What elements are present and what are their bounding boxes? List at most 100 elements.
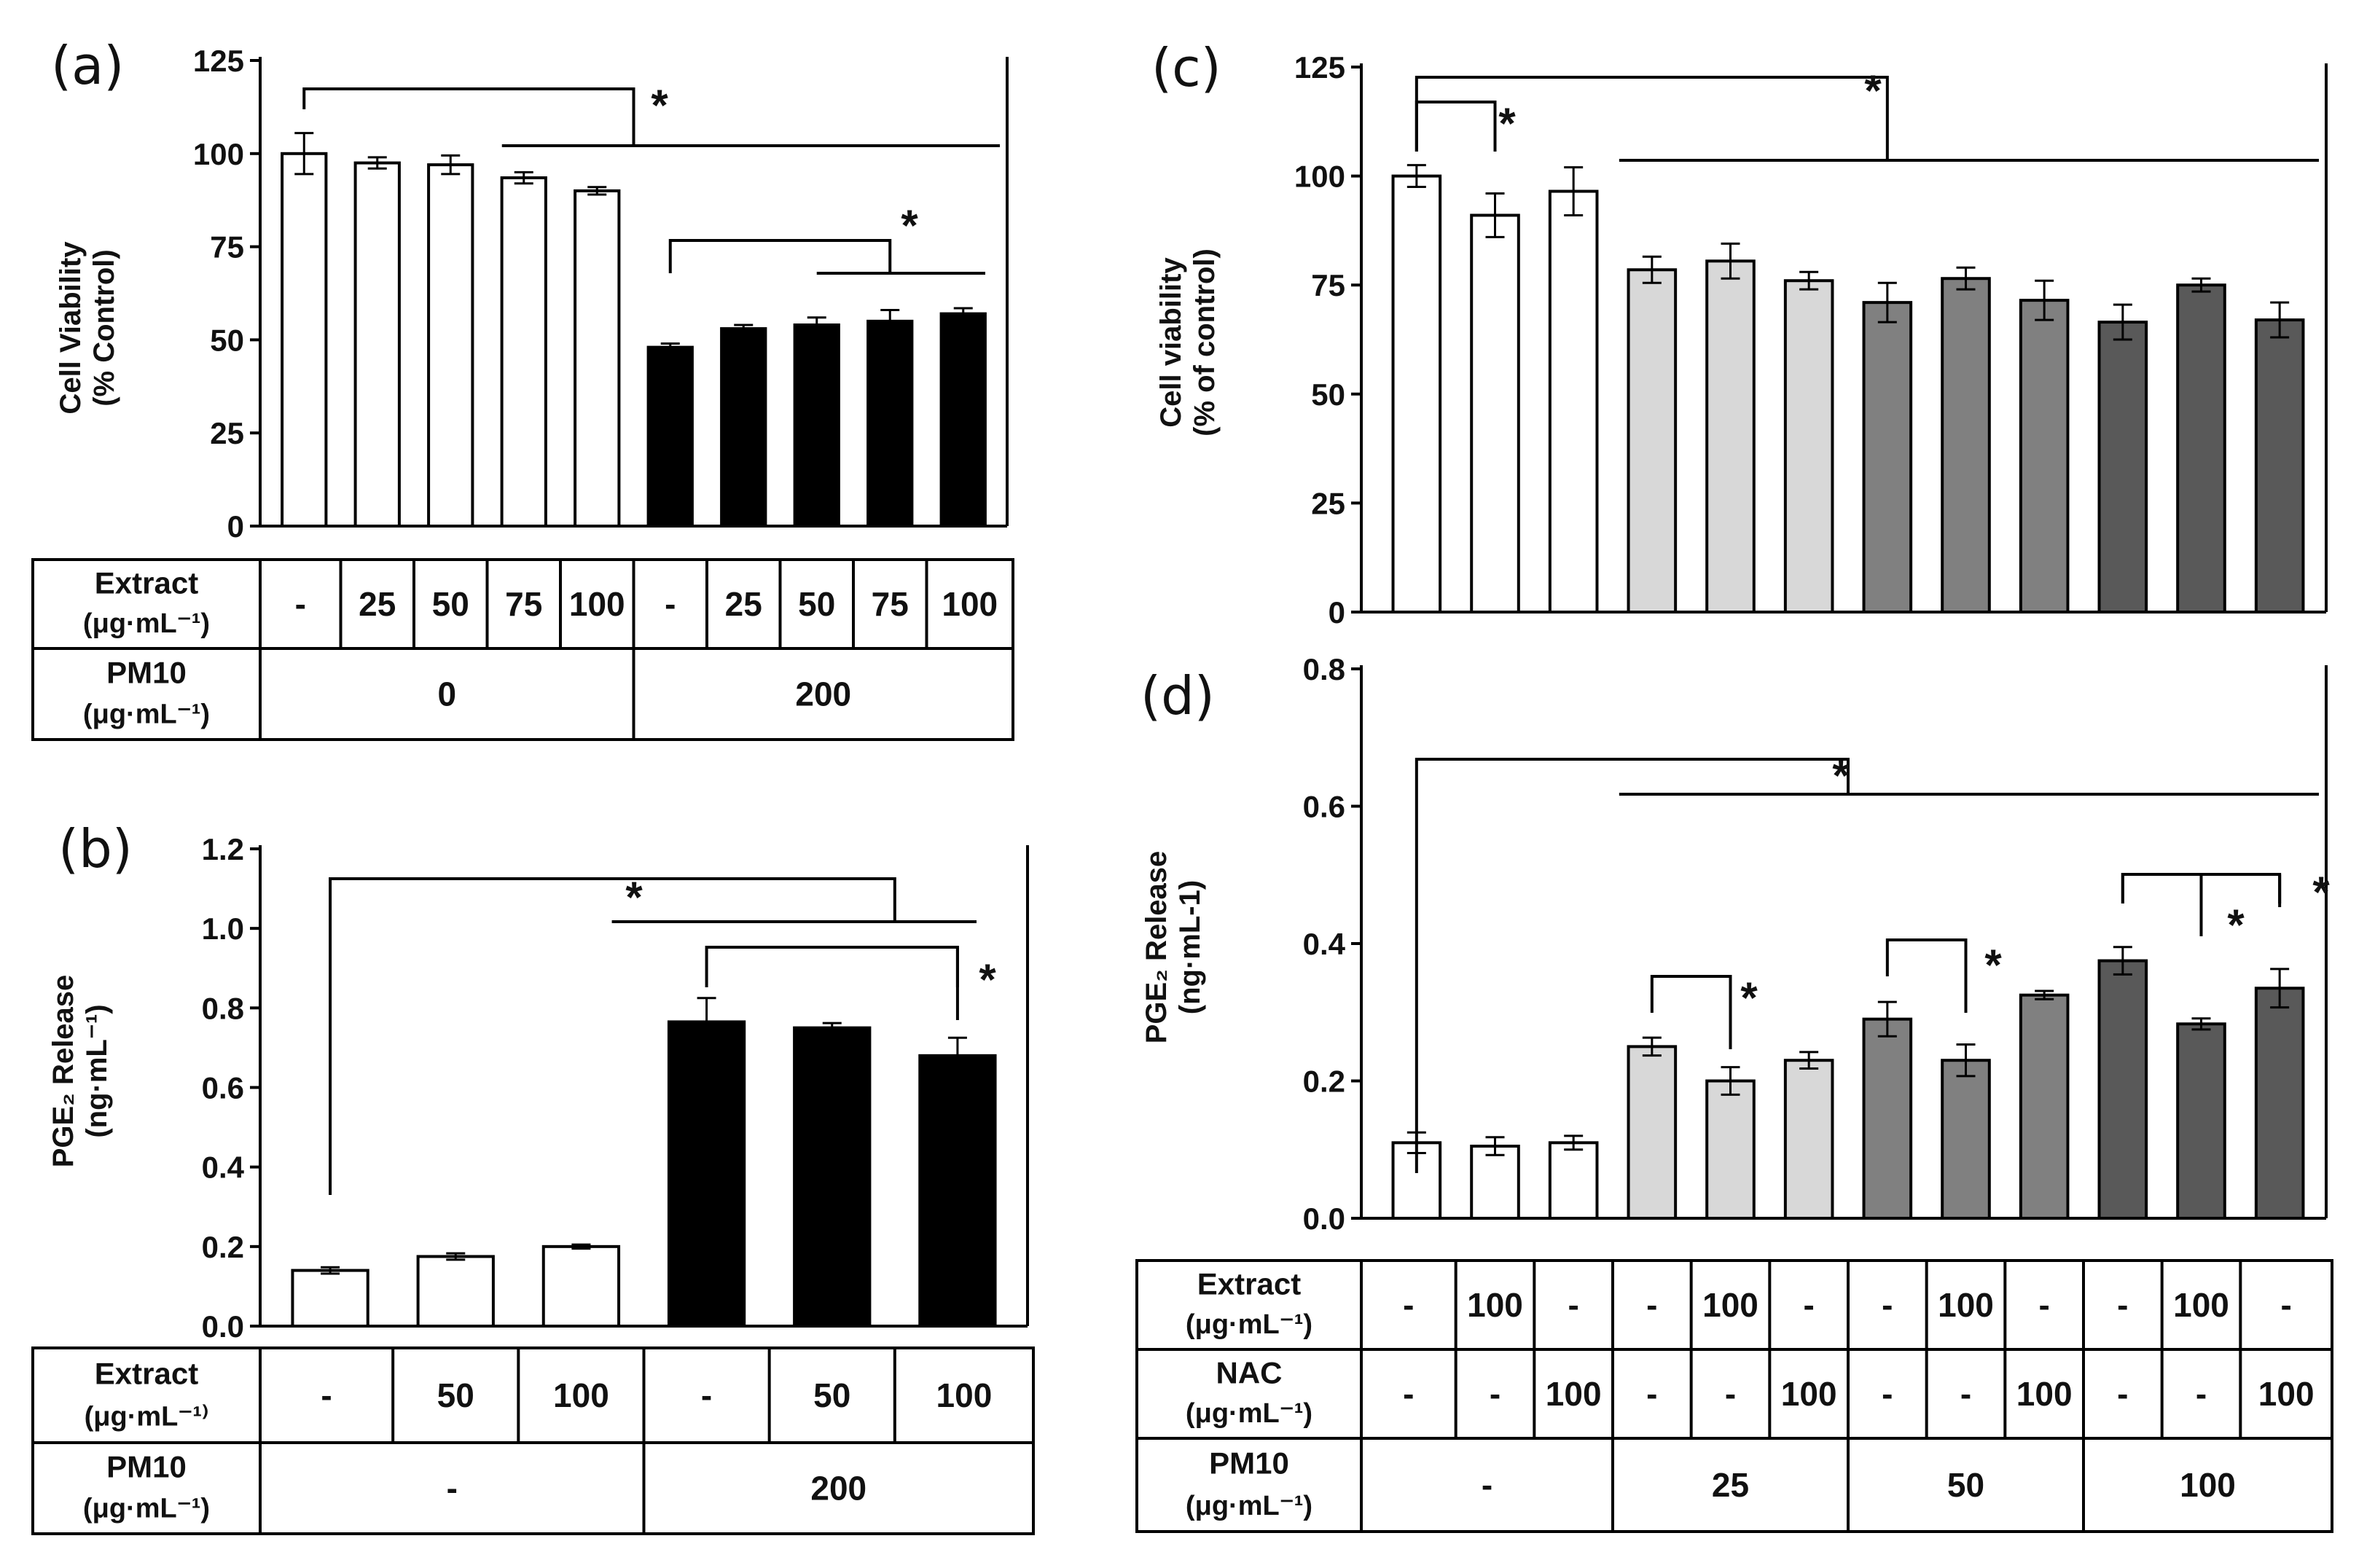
bar-0-6 xyxy=(720,327,767,528)
sig-star-a2: * xyxy=(901,201,918,250)
bar-3-10 xyxy=(2176,1022,2226,1220)
table-cell-3-0-5: - xyxy=(1804,1286,1815,1324)
table-cell-3-0-9: - xyxy=(2117,1286,2128,1324)
panel-letter-1: (b) xyxy=(58,818,133,879)
table-cell-1-0-3: - xyxy=(701,1376,712,1414)
table-cell-1-1-1: 200 xyxy=(810,1470,866,1508)
table-cell-0-0-2: 50 xyxy=(432,585,469,623)
table-cell-3-1-5: 100 xyxy=(1781,1375,1837,1413)
bar-0-2 xyxy=(427,163,474,528)
y-axis-label-0: Cell Viability(% Control) xyxy=(55,241,120,415)
y-tick-label-3-2: 0.4 xyxy=(1303,927,1346,961)
y-axis-label-2: Cell viability(% of control) xyxy=(1155,248,1221,436)
bar-2-3 xyxy=(1627,268,1678,614)
y-axis-label-line-0-1: (% Control) xyxy=(88,249,120,407)
bar-3-7 xyxy=(1941,1059,1991,1220)
bar-0-4 xyxy=(574,189,621,528)
sig-star-d4: * xyxy=(2227,901,2245,949)
table-cell-3-2-1: 25 xyxy=(1712,1466,1749,1504)
bar-0-1 xyxy=(353,161,401,528)
table-cell-3-1-4: - xyxy=(1725,1375,1736,1413)
table-frame-3 xyxy=(1135,1259,2333,1533)
table-row-label-0-1: PM10 xyxy=(106,656,187,690)
y-tick-label-2-3: 75 xyxy=(1311,268,1345,302)
bar-0-5 xyxy=(646,345,694,528)
bar-2-0 xyxy=(1391,174,1442,614)
sig-bracket-a2 xyxy=(668,239,892,273)
bar-2-7 xyxy=(1941,277,1991,614)
bar-0-0 xyxy=(281,152,328,528)
bar-1-4 xyxy=(793,1026,872,1328)
y-axis-label-line-1-0: PGE₂ Release xyxy=(47,975,79,1168)
y-axis-label-line-1-1: (ng·mL⁻¹) xyxy=(81,1004,113,1137)
y-tick-label-1-6: 1.2 xyxy=(202,832,244,866)
bar-0-3 xyxy=(500,176,547,528)
bar-3-4 xyxy=(1705,1079,1756,1220)
y-axis-label-line-3-1: (ng·mL-1) xyxy=(1174,880,1206,1014)
y-tick-label-3-1: 0.2 xyxy=(1303,1065,1345,1099)
sig-star-d2: * xyxy=(1740,973,1758,1022)
y-tick-label-0-1: 25 xyxy=(210,416,244,450)
table-cell-3-1-11: 100 xyxy=(2258,1375,2315,1413)
bar-1-2 xyxy=(541,1244,621,1328)
bar-2-1 xyxy=(1470,213,1520,614)
lines-layer xyxy=(31,57,2333,1535)
table-cell-3-2-3: 100 xyxy=(2180,1466,2236,1504)
table-cell-3-0-10: 100 xyxy=(2173,1286,2229,1324)
table-cell-3-0-8: - xyxy=(2039,1286,2050,1324)
y-tick-label-2-5: 125 xyxy=(1294,50,1345,85)
bar-0-8 xyxy=(866,319,914,528)
y-axis-label-line-2-0: Cell viability xyxy=(1155,257,1187,428)
panel-letter-3: (d) xyxy=(1140,665,1215,726)
bar-0-7 xyxy=(793,323,840,528)
table-cell-3-2-2: 50 xyxy=(1947,1466,1984,1504)
table-cell-3-0-3: - xyxy=(1646,1286,1657,1324)
table-cell-3-0-6: - xyxy=(1882,1286,1893,1324)
table-cell-0-0-9: 100 xyxy=(942,585,998,623)
table-cell-0-0-5: - xyxy=(665,585,676,623)
table-cell-3-1-9: - xyxy=(2117,1375,2128,1413)
sig-bracket-c2 xyxy=(1415,101,1497,152)
y-tick-label-1-1: 0.2 xyxy=(202,1230,244,1264)
panel-letter-2: (c) xyxy=(1151,37,1221,98)
table-row-unit-1-1: (μg·mL⁻¹) xyxy=(83,1494,210,1524)
table-cell-0-0-7: 50 xyxy=(798,585,835,623)
sig-bracket-d2 xyxy=(1650,975,1732,1049)
y-axis-label-1: PGE₂ Release(ng·mL⁻¹) xyxy=(47,975,113,1168)
sig-star-d5: * xyxy=(2312,868,2330,917)
table-cell-0-0-1: 25 xyxy=(359,585,396,623)
table-row-unit-0-0: (μg·mL⁻¹) xyxy=(83,608,210,639)
sig-star-b1: * xyxy=(625,873,643,922)
y-tick-label-0-4: 100 xyxy=(193,137,244,171)
table-row-label-3-1: NAC xyxy=(1216,1355,1283,1389)
y-tick-label-3-0: 0.0 xyxy=(1303,1202,1345,1236)
y-tick-label-1-5: 1.0 xyxy=(202,912,244,946)
table-cell-0-0-4: 100 xyxy=(569,585,625,623)
sig-star-c2: * xyxy=(1498,99,1516,148)
y-tick-label-2-1: 25 xyxy=(1311,486,1345,520)
sig-bracket-a1 xyxy=(302,87,635,146)
bar-3-2 xyxy=(1548,1141,1599,1220)
y-tick-label-1-4: 0.8 xyxy=(202,991,244,1025)
bar-3-8 xyxy=(2019,993,2070,1220)
sig-star-d3: * xyxy=(1984,941,2002,989)
y-axis-label-line-2-1: (% of control) xyxy=(1189,248,1221,436)
table-cell-3-1-6: - xyxy=(1882,1375,1893,1413)
bar-2-11 xyxy=(2254,318,2305,614)
table-frame-1 xyxy=(31,1346,1035,1535)
table-row-label-3-0: Extract xyxy=(1197,1266,1301,1301)
y-tick-label-2-4: 100 xyxy=(1294,160,1345,194)
table-cell-3-0-1: 100 xyxy=(1467,1286,1523,1324)
table-cell-3-1-3: - xyxy=(1646,1375,1657,1413)
text-layer: (a) 0 25 50 75 100 125 Cell Viability(% Control… xyxy=(47,35,2330,1524)
table-cell-1-0-4: 50 xyxy=(813,1376,850,1414)
y-tick-label-2-0: 0 xyxy=(1329,595,1345,630)
table-row-unit-3-0: (μg·mL⁻¹) xyxy=(1186,1309,1312,1340)
bar-2-6 xyxy=(1862,301,1913,614)
table-row-unit-3-1: (μg·mL⁻¹) xyxy=(1186,1398,1312,1429)
y-tick-label-3-3: 0.6 xyxy=(1303,790,1345,824)
table-row-label-1-0: Extract xyxy=(95,1356,198,1390)
table-cell-3-1-0: - xyxy=(1403,1375,1414,1413)
table-cell-3-0-2: - xyxy=(1568,1286,1579,1324)
